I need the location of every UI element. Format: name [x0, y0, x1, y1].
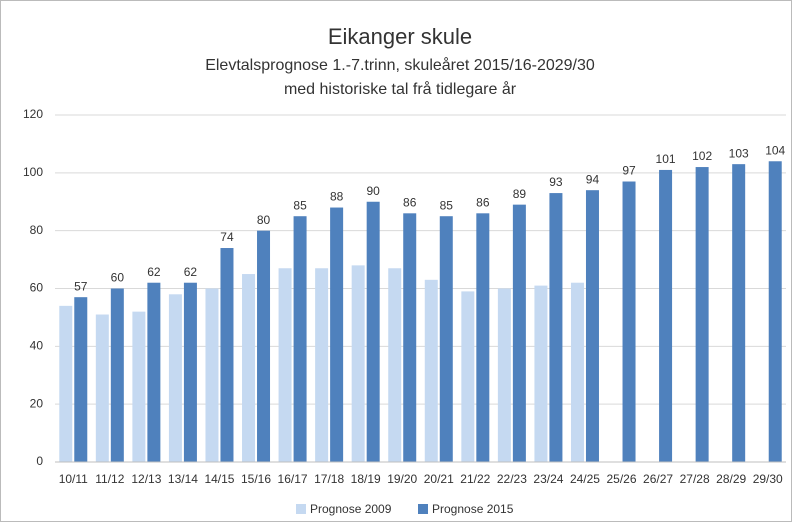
bar: [59, 305, 73, 462]
data-label: 57: [74, 279, 88, 293]
bar: [439, 216, 453, 462]
x-tick-label: 20/21: [424, 472, 454, 486]
data-label: 88: [330, 190, 344, 204]
bar: [220, 248, 234, 462]
data-label: 86: [476, 195, 490, 209]
bar: [476, 213, 490, 462]
y-tick-label: 120: [23, 107, 43, 121]
bar: [659, 169, 673, 463]
legend-swatch: [296, 504, 306, 514]
data-label: 62: [147, 265, 161, 279]
bar: [549, 193, 563, 462]
data-label: 102: [692, 149, 712, 163]
data-label: 85: [293, 198, 307, 212]
bar: [512, 204, 526, 462]
x-tick-label: 24/25: [570, 472, 600, 486]
x-tick-label: 12/13: [131, 472, 161, 486]
data-label: 103: [729, 146, 749, 160]
bar: [534, 285, 548, 462]
bar: [168, 294, 182, 462]
x-tick-label: 27/28: [680, 472, 710, 486]
legend-swatch: [418, 504, 428, 514]
bar: [732, 164, 746, 463]
bar: [74, 297, 88, 462]
x-tick-label: 29/30: [753, 472, 783, 486]
x-tick-label: 16/17: [278, 472, 308, 486]
bar: [366, 201, 380, 462]
x-tick-label: 21/22: [460, 472, 490, 486]
y-tick-label: 100: [23, 165, 43, 179]
bar: [95, 314, 109, 462]
x-tick-label: 14/15: [204, 472, 234, 486]
data-label: 60: [111, 271, 125, 285]
data-label: 62: [184, 265, 198, 279]
bar: [585, 190, 599, 462]
x-tick-label: 28/29: [716, 472, 746, 486]
x-tick-label: 26/27: [643, 472, 673, 486]
x-tick-label: 13/14: [168, 472, 198, 486]
x-tick-label: 17/18: [314, 472, 344, 486]
data-label: 94: [586, 172, 600, 186]
data-label: 93: [549, 175, 563, 189]
x-tick-label: 10/11: [59, 472, 88, 486]
bar: [132, 311, 146, 462]
bar: [147, 282, 161, 462]
bar: [242, 274, 256, 462]
x-tick-label: 23/24: [533, 472, 563, 486]
bar: [330, 207, 344, 462]
y-tick-label: 0: [36, 454, 43, 468]
x-tick-label: 11/12: [95, 472, 124, 486]
x-tick-label: 19/20: [387, 472, 417, 486]
bar: [695, 167, 709, 463]
data-label: 74: [220, 230, 234, 244]
bar: [257, 230, 271, 462]
data-label: 86: [403, 195, 417, 209]
chart-subtitle: med historiske tal frå tidlegare år: [284, 80, 517, 98]
bar: [497, 288, 511, 462]
bar: [403, 213, 417, 462]
legend-label: Prognose 2015: [432, 502, 514, 516]
bar: [205, 288, 219, 462]
chart-subtitle: Elevtalsprognose 1.-7.trinn, skuleåret 2…: [205, 56, 595, 74]
x-tick-label: 25/26: [607, 472, 637, 486]
data-label: 80: [257, 213, 271, 227]
bar: [315, 268, 329, 462]
y-tick-label: 40: [30, 339, 44, 353]
chart-title: Eikanger skule: [328, 24, 472, 49]
bar: [183, 282, 197, 462]
y-tick-label: 80: [30, 223, 44, 237]
data-label: 89: [513, 187, 527, 201]
bar: [388, 268, 402, 462]
bar: [461, 291, 475, 462]
data-label: 104: [765, 143, 785, 157]
bar: [110, 288, 124, 462]
bar: [768, 161, 782, 462]
data-label: 97: [622, 164, 636, 178]
bar: [570, 282, 584, 462]
x-tick-label: 15/16: [241, 472, 271, 486]
data-label: 90: [366, 184, 380, 198]
legend-label: Prognose 2009: [310, 502, 392, 516]
data-label: 101: [656, 152, 676, 166]
y-tick-label: 20: [30, 396, 44, 410]
x-tick-label: 22/23: [497, 472, 527, 486]
bar: [293, 216, 307, 462]
bar: [278, 268, 292, 462]
data-label: 85: [440, 198, 454, 212]
bar: [424, 279, 438, 462]
y-tick-label: 60: [30, 281, 44, 295]
bar: [622, 181, 636, 462]
bar: [351, 265, 365, 462]
x-tick-label: 18/19: [351, 472, 381, 486]
